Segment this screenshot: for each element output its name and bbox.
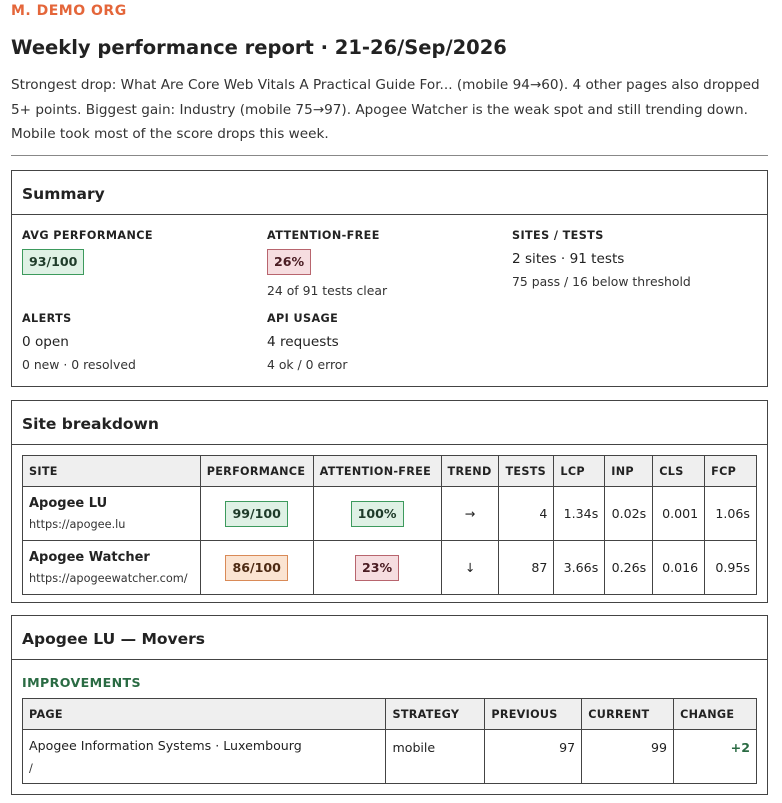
table-row: Apogee LU https://apogee.lu 99/100 100% … xyxy=(22,486,757,541)
movers-heading: Apogee LU — Movers xyxy=(12,616,767,660)
table-row: Apogee Watcher https://apogeewatcher.com… xyxy=(22,540,757,595)
fcp-cell: 1.06s xyxy=(704,486,757,541)
performance-badge: 86/100 xyxy=(225,554,288,581)
cls-cell: 0.016 xyxy=(652,540,706,595)
col-cls: CLS xyxy=(652,455,706,487)
col-performance: PERFORMANCE xyxy=(199,455,314,487)
summary-card: Summary AVG PERFORMANCE 93/100 ATTENTION… xyxy=(11,170,768,387)
kpi-sub: 24 of 91 tests clear xyxy=(267,283,388,298)
report-intro: Strongest drop: What Are Core Web Vitals… xyxy=(11,77,760,142)
avg-performance-badge: 93/100 xyxy=(22,249,85,275)
attention-cell: 23% xyxy=(312,540,442,595)
attention-badge: 23% xyxy=(355,554,400,581)
site-name: Apogee Watcher xyxy=(29,550,150,565)
inp-cell: 0.02s xyxy=(604,486,654,541)
site-url: https://apogee.lu xyxy=(29,518,126,531)
inp-cell: 0.26s xyxy=(604,540,654,595)
previous-cell: 97 xyxy=(484,729,583,784)
current-cell: 99 xyxy=(581,729,675,784)
page-path: / xyxy=(29,762,33,775)
improvements-label: IMPROVEMENTS xyxy=(22,675,141,690)
kpi-avg-performance: AVG PERFORMANCE 93/100 xyxy=(22,229,153,275)
col-page: PAGE xyxy=(21,698,387,730)
kpi-sub: 0 new · 0 resolved xyxy=(22,357,136,372)
kpi-value: 0 open xyxy=(22,334,69,350)
site-cell: Apogee Watcher https://apogeewatcher.com… xyxy=(22,540,201,595)
summary-heading: Summary xyxy=(12,171,767,215)
movers-table: PAGE STRATEGY PREVIOUS CURRENT CHANGE Ap… xyxy=(21,698,757,784)
performance-cell: 99/100 xyxy=(199,486,314,541)
org-name: M. DEMO ORG xyxy=(11,3,127,19)
attention-cell: 100% xyxy=(312,486,442,541)
col-current: CURRENT xyxy=(581,698,675,730)
divider xyxy=(11,155,768,156)
fcp-cell: 0.95s xyxy=(704,540,757,595)
col-change: CHANGE xyxy=(673,698,757,730)
strategy-cell: mobile xyxy=(385,729,486,784)
trend-flat-icon: → xyxy=(440,486,500,541)
col-trend: TREND xyxy=(440,455,500,487)
page-cell: Apogee Information Systems · Luxembourg … xyxy=(21,729,387,784)
site-name: Apogee LU xyxy=(29,496,108,511)
trend-down-icon: ↓ xyxy=(440,540,500,595)
cls-cell: 0.001 xyxy=(652,486,706,541)
col-site: SITE xyxy=(22,455,201,487)
lcp-cell: 3.66s xyxy=(553,540,606,595)
page-title: Apogee Information Systems · Luxembourg xyxy=(29,738,302,753)
site-cell: Apogee LU https://apogee.lu xyxy=(22,486,201,541)
kpi-sub: 75 pass / 16 below threshold xyxy=(512,274,691,289)
tests-cell: 4 xyxy=(498,486,555,541)
col-previous: PREVIOUS xyxy=(484,698,583,730)
table-header-row: SITE PERFORMANCE ATTENTION-FREE TREND TE… xyxy=(22,455,757,487)
change-cell: +2 xyxy=(673,729,757,784)
movers-card: Apogee LU — Movers IMPROVEMENTS PAGE STR… xyxy=(11,615,768,795)
attention-free-badge: 26% xyxy=(267,249,312,275)
kpi-label: API USAGE xyxy=(267,312,339,325)
col-tests: TESTS xyxy=(498,455,555,487)
table-header-row: PAGE STRATEGY PREVIOUS CURRENT CHANGE xyxy=(21,698,757,730)
table-row: Apogee Information Systems · Luxembourg … xyxy=(21,729,757,784)
kpi-value: 4 requests xyxy=(267,334,339,350)
attention-badge: 100% xyxy=(350,500,404,527)
lcp-cell: 1.34s xyxy=(553,486,606,541)
kpi-label: ATTENTION-FREE xyxy=(267,229,380,242)
col-inp: INP xyxy=(604,455,654,487)
kpi-api-usage: API USAGE 4 requests 4 ok / 0 error xyxy=(267,312,347,372)
kpi-alerts: ALERTS 0 open 0 new · 0 resolved xyxy=(22,312,136,372)
col-attention-free: ATTENTION-FREE xyxy=(312,455,442,487)
kpi-sites-tests: SITES / TESTS 2 sites · 91 tests 75 pass… xyxy=(512,229,691,289)
col-strategy: STRATEGY xyxy=(385,698,486,730)
kpi-attention-free: ATTENTION-FREE 26% 24 of 91 tests clear xyxy=(267,229,387,298)
col-fcp: FCP xyxy=(704,455,757,487)
performance-badge: 99/100 xyxy=(225,500,288,527)
performance-cell: 86/100 xyxy=(199,540,314,595)
site-breakdown-table: SITE PERFORMANCE ATTENTION-FREE TREND TE… xyxy=(22,455,757,595)
kpi-value: 2 sites · 91 tests xyxy=(512,251,625,267)
site-url: https://apogeewatcher.com/ xyxy=(29,572,188,585)
breakdown-heading: Site breakdown xyxy=(12,401,767,445)
tests-cell: 87 xyxy=(498,540,555,595)
col-lcp: LCP xyxy=(553,455,606,487)
kpi-label: ALERTS xyxy=(22,312,72,325)
report-title: Weekly performance report · 21-26/Sep/20… xyxy=(11,36,507,59)
site-breakdown-card: Site breakdown SITE PERFORMANCE ATTENTIO… xyxy=(11,400,768,603)
kpi-label: SITES / TESTS xyxy=(512,229,604,242)
kpi-label: AVG PERFORMANCE xyxy=(22,229,153,242)
kpi-sub: 4 ok / 0 error xyxy=(267,357,348,372)
